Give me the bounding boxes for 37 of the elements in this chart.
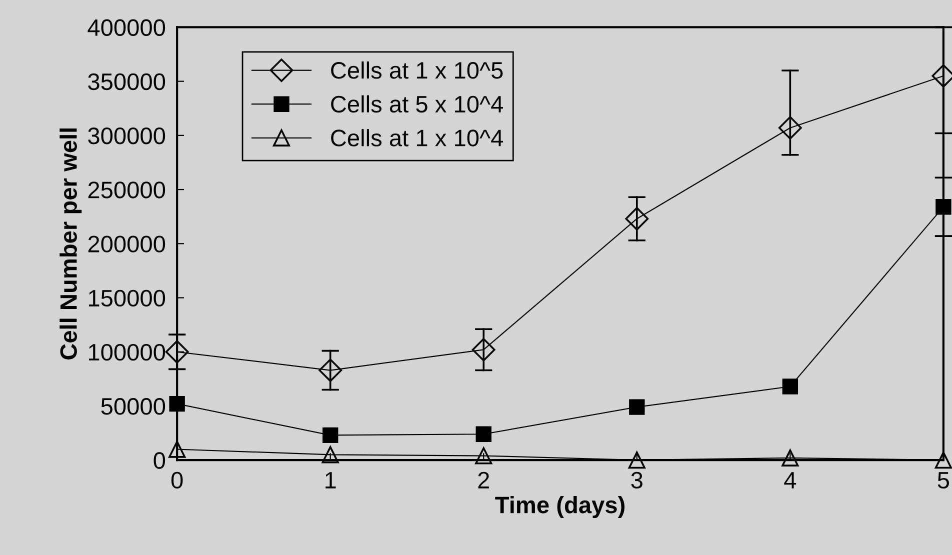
- y-tick-label: 200000: [88, 236, 166, 252]
- point: [778, 116, 802, 140]
- point: [475, 447, 492, 464]
- point: [165, 340, 189, 364]
- y-tick-label: 50000: [101, 398, 166, 415]
- point: [322, 446, 339, 464]
- y-tick-label: 150000: [88, 290, 166, 307]
- x-tick-label: 4: [784, 472, 796, 488]
- point: [168, 440, 186, 458]
- point: [318, 358, 342, 382]
- x-tick-label: 3: [631, 472, 642, 489]
- x-tick-label: 0: [171, 472, 183, 489]
- x-axis-title: Time (days): [495, 496, 624, 518]
- x-tick-label: 5: [938, 472, 950, 489]
- point: [934, 452, 952, 469]
- point: [628, 452, 646, 469]
- point: [169, 396, 185, 412]
- point: [476, 426, 492, 442]
- point: [782, 378, 798, 394]
- y-tick-label: 250000: [88, 182, 166, 198]
- point: [936, 199, 952, 215]
- point: [322, 427, 338, 444]
- legend-label: Cells at 1 x 10^4: [331, 129, 504, 146]
- y-axis-title: Cell Number per well: [60, 128, 82, 360]
- y-tick-label: 300000: [88, 127, 166, 144]
- point: [782, 449, 799, 466]
- point: [472, 338, 496, 362]
- legend-label: Cells at 1 x 10^5: [331, 61, 503, 79]
- y-tick-label: 350000: [88, 73, 166, 90]
- y-tick-label: 0: [154, 452, 166, 469]
- x-tick-label: 2: [478, 472, 489, 488]
- y-tick-label: 100000: [88, 344, 166, 361]
- point: [629, 399, 645, 415]
- point: [625, 207, 649, 230]
- legend-label: Cells at 5 x 10^4: [331, 95, 504, 113]
- x-tick-label: 1: [326, 472, 336, 488]
- y-tick-label: 400000: [88, 19, 166, 36]
